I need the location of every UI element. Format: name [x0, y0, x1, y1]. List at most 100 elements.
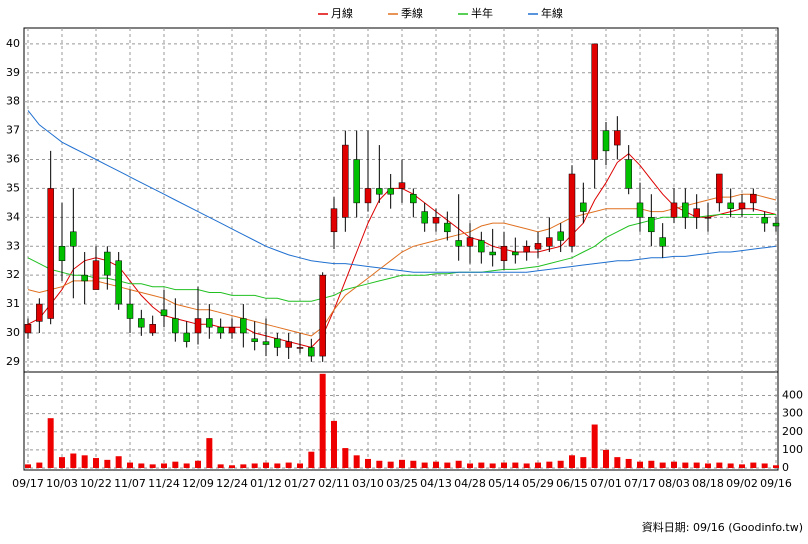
candle-body [36, 303, 43, 322]
y-tick-label: 35 [6, 181, 20, 194]
legend-label: 月線 [331, 6, 353, 20]
footer: 資料日期: 09/16 (Goodinfo.tw) [642, 520, 803, 534]
candle-body [591, 43, 598, 160]
x-tick-label: 03/25 [386, 477, 418, 490]
candle-body [24, 324, 32, 334]
candle-body [262, 341, 270, 345]
y-tick-label: 38 [6, 95, 20, 108]
x-tick-label: 02/11 [318, 477, 350, 490]
volume-bar [285, 462, 292, 468]
candle-body [534, 243, 542, 250]
volume-bar [263, 462, 269, 468]
x-tick-label: 05/14 [488, 477, 520, 490]
volume-bar [637, 461, 643, 468]
candle-body [614, 130, 621, 146]
candle-body [716, 173, 723, 204]
candle-body [704, 217, 712, 219]
volume-bar [467, 463, 473, 468]
candle-body [138, 318, 145, 328]
candle-body [126, 303, 134, 319]
x-tick-label: 01/27 [284, 477, 316, 490]
candle-body [364, 188, 372, 204]
y-tick-label: 29 [6, 355, 20, 368]
candle-body [308, 347, 315, 357]
volume-bar [659, 462, 666, 468]
candle-body [432, 217, 440, 224]
volume-bar [183, 463, 190, 468]
candle-body [240, 318, 247, 334]
candle-body [319, 274, 326, 357]
candle-body [330, 208, 338, 233]
candle-body [274, 338, 281, 348]
candle-body [81, 274, 88, 282]
candle-body [285, 341, 292, 348]
volume-bar [195, 460, 201, 468]
x-tick-label: 07/01 [590, 477, 622, 490]
candle-body [580, 202, 587, 212]
x-tick-label: 08/18 [692, 477, 724, 490]
candle-body [727, 202, 734, 209]
x-tick-label: 08/03 [658, 477, 690, 490]
x-tick-label: 04/13 [420, 477, 452, 490]
candle-body [478, 240, 485, 253]
volume-bar [240, 464, 247, 468]
volume-bar [614, 457, 621, 468]
volume-bar [172, 461, 179, 468]
candle-body [353, 159, 360, 204]
candle-body [58, 246, 66, 261]
candle-body [183, 332, 190, 342]
candle-body [636, 202, 644, 218]
volume-bar [421, 462, 428, 468]
x-tick-label: 01/12 [250, 477, 282, 490]
x-tick-label: 09/17 [12, 477, 44, 490]
x-tick-label: 05/29 [522, 477, 554, 490]
y-tick-label: 31 [6, 297, 20, 310]
candle-body [387, 188, 394, 195]
candle-body [738, 202, 746, 209]
volume-bar [591, 424, 598, 468]
y-tick-label: 32 [6, 268, 20, 281]
volume-bar [59, 457, 65, 468]
y-tick-label: 200 [782, 425, 803, 438]
candle-body [761, 217, 768, 224]
x-tick-label: 11/24 [148, 477, 180, 490]
volume-bar [206, 438, 213, 468]
candle-body [160, 309, 168, 316]
volume-bar [410, 460, 417, 468]
candle-body [342, 144, 349, 218]
candle-body [500, 246, 508, 261]
volume-bar [444, 462, 451, 468]
volume-bar [161, 463, 167, 468]
candle-body [750, 193, 757, 204]
volume-bar [319, 373, 326, 468]
candle-body [47, 188, 54, 319]
volume-bar [603, 449, 609, 468]
x-tick-label: 03/10 [352, 477, 384, 490]
volume-bar [365, 458, 371, 468]
candle-body [772, 222, 780, 227]
moving-average-line [27, 110, 777, 273]
candle-body [376, 188, 383, 195]
volume-bar [36, 462, 43, 468]
volume-bar [523, 463, 530, 468]
candle-body [206, 318, 213, 328]
candle-body [296, 347, 304, 349]
legend-label: 半年 [471, 6, 493, 20]
y-tick-label: 36 [6, 153, 20, 166]
volume-bar [93, 458, 99, 468]
candle-body [625, 159, 632, 189]
candle-body [104, 251, 111, 276]
x-tick-label: 10/03 [46, 477, 78, 490]
candle-body [670, 202, 678, 218]
volume-bar [478, 462, 485, 468]
candle-body [682, 202, 689, 218]
volume-bar [399, 459, 405, 468]
candle-body [466, 237, 474, 247]
y-tick-label: 30 [6, 326, 20, 339]
y-tick-label: 37 [6, 124, 20, 137]
x-tick-label: 12/09 [182, 477, 214, 490]
volume-bar [705, 463, 711, 468]
candle-body [410, 193, 417, 204]
candle-body [693, 208, 700, 218]
